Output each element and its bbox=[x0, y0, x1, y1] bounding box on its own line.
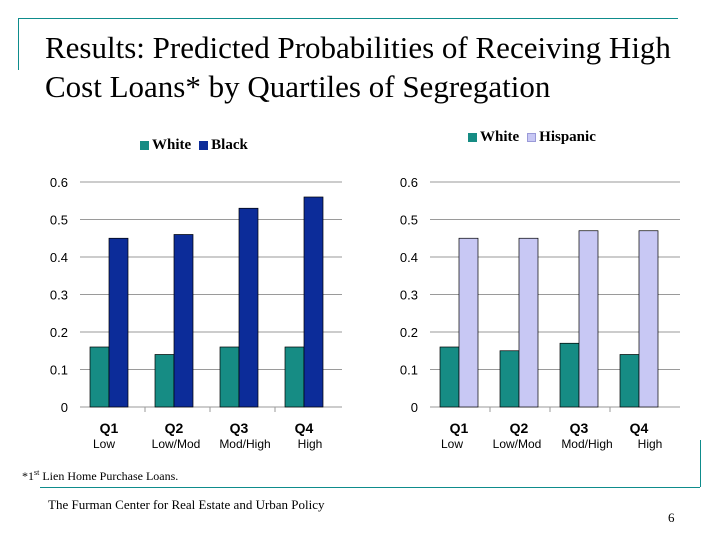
footnote-marker: *1 bbox=[22, 469, 34, 483]
legend-label-black: Black bbox=[211, 137, 248, 153]
chart-right-legend: White Hispanic bbox=[468, 129, 604, 146]
legend-item-black: Black bbox=[199, 137, 248, 154]
y-tick-label: 0 bbox=[61, 400, 68, 415]
x-category-sublabel: High bbox=[638, 437, 663, 451]
legend-swatch-hispanic bbox=[527, 133, 537, 142]
x-category-label: Q4 bbox=[295, 420, 314, 436]
frame-line-right bbox=[700, 440, 701, 487]
frame-line-top bbox=[18, 18, 678, 19]
footnote: *1st Lien Home Purchase Loans. bbox=[22, 468, 178, 484]
legend-item-hispanic: Hispanic bbox=[527, 129, 596, 146]
y-tick-label: 0.1 bbox=[50, 363, 68, 378]
x-category-label: Q1 bbox=[100, 420, 119, 436]
y-tick-label: 0.6 bbox=[50, 175, 68, 190]
legend-label-hispanic: Hispanic bbox=[539, 129, 596, 145]
bar-white bbox=[619, 354, 640, 408]
y-tick-label: 0.3 bbox=[50, 288, 68, 303]
slide-title: Results: Predicted Probabilities of Rece… bbox=[45, 30, 671, 104]
y-tick-label: 0.4 bbox=[400, 250, 418, 265]
chart-left-legend: White Black bbox=[140, 137, 256, 154]
bar-white bbox=[499, 350, 520, 408]
bar-black bbox=[303, 196, 324, 408]
x-category-label: Q3 bbox=[570, 420, 589, 436]
x-category-sublabel: Low bbox=[93, 437, 115, 451]
x-category-sublabel: Low/Mod bbox=[152, 437, 201, 451]
y-tick-label: 0 bbox=[411, 400, 418, 415]
footnote-text: Lien Home Purchase Loans. bbox=[39, 469, 179, 483]
legend-swatch-black bbox=[199, 141, 209, 150]
x-category-label: Q1 bbox=[450, 420, 469, 436]
x-category-sublabel: Low/Mod bbox=[493, 437, 542, 451]
source-credit: The Furman Center for Real Estate and Ur… bbox=[48, 497, 325, 512]
y-tick-label: 0.5 bbox=[50, 213, 68, 228]
bar-white bbox=[439, 346, 460, 408]
x-category-label: Q2 bbox=[165, 420, 184, 436]
legend-swatch-white bbox=[468, 133, 477, 142]
bar-white bbox=[559, 342, 580, 408]
x-category-sublabel: Mod/High bbox=[219, 437, 270, 451]
bar-black bbox=[238, 207, 259, 408]
frame-line-left bbox=[18, 18, 19, 70]
bar-hispanic bbox=[518, 237, 539, 408]
footnote-sup: st bbox=[34, 468, 40, 477]
y-tick-label: 0.4 bbox=[50, 250, 68, 265]
y-tick-label: 0.6 bbox=[400, 175, 418, 190]
x-category-sublabel: High bbox=[298, 437, 323, 451]
bar-black bbox=[108, 237, 129, 408]
frame-line-bottom bbox=[40, 487, 700, 488]
x-category-label: Q3 bbox=[230, 420, 249, 436]
legend-swatch-white bbox=[140, 141, 149, 150]
x-category-sublabel: Mod/High bbox=[561, 437, 612, 451]
bar-black bbox=[173, 234, 194, 408]
legend-label-white: White bbox=[152, 137, 192, 153]
y-tick-label: 0.2 bbox=[50, 325, 68, 340]
bar-hispanic bbox=[578, 230, 599, 408]
page-number: 6 bbox=[668, 510, 675, 525]
x-category-label: Q4 bbox=[630, 420, 649, 436]
bar-hispanic bbox=[638, 230, 659, 408]
bar-hispanic bbox=[458, 237, 479, 408]
legend-item-white: White bbox=[468, 129, 519, 146]
x-category-sublabel: Low bbox=[441, 437, 463, 451]
y-tick-label: 0.5 bbox=[400, 213, 418, 228]
legend-item-white: White bbox=[140, 137, 191, 154]
y-tick-label: 0.1 bbox=[400, 363, 418, 378]
legend-label-white: White bbox=[480, 129, 520, 145]
x-category-label: Q2 bbox=[510, 420, 529, 436]
y-tick-label: 0.2 bbox=[400, 325, 418, 340]
y-tick-label: 0.3 bbox=[400, 288, 418, 303]
